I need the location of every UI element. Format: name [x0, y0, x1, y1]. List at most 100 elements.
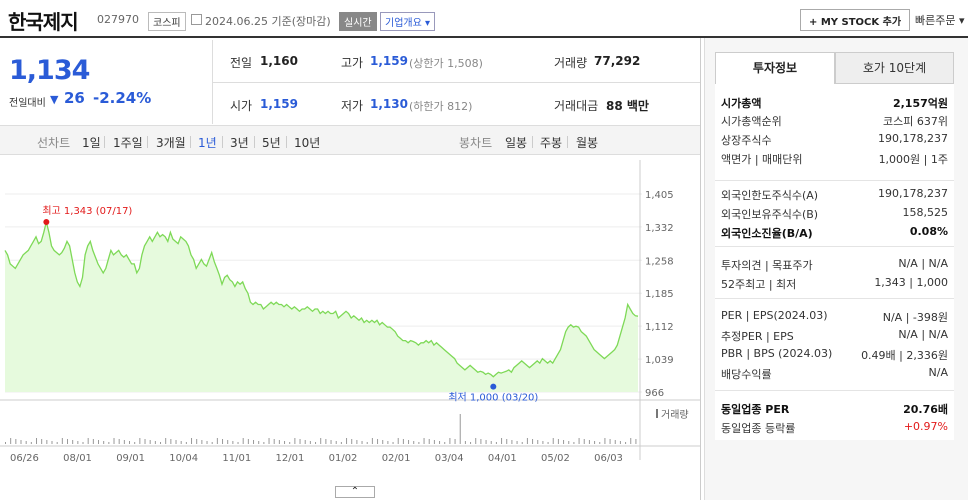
period-3m[interactable]: 3개월: [156, 136, 186, 150]
volume-bar: [191, 438, 193, 444]
volume-bar: [449, 438, 451, 444]
rank-label[interactable]: 시가총액순위: [721, 115, 782, 128]
volume-bar: [129, 441, 131, 444]
volume-bar: [573, 442, 575, 444]
volume-bar: [170, 439, 172, 444]
volume-bar: [428, 439, 430, 444]
volume-bar: [268, 438, 270, 444]
collapse-button[interactable]: ⌃: [335, 486, 375, 498]
volume-bar: [46, 440, 48, 444]
realtime-button[interactable]: 실시간: [339, 12, 377, 31]
volume-bar: [599, 442, 601, 444]
candle-daily[interactable]: 일봉: [505, 136, 528, 150]
volume-bar: [485, 440, 487, 444]
period-10y[interactable]: 10년: [294, 136, 321, 150]
calendar-icon: [191, 14, 202, 25]
sector-change-label[interactable]: 동일업종 등락률: [721, 422, 796, 435]
price-line: [4, 221, 639, 378]
x-tick-label: 06/03: [594, 453, 623, 464]
tab-invest-info[interactable]: 투자정보: [715, 52, 835, 84]
volume-bar: [563, 440, 565, 444]
line-chart-label: 선차트: [37, 136, 71, 150]
foreign-hold-value: 158,525: [902, 206, 949, 219]
open-label: 시가: [230, 99, 253, 113]
volume-bar: [82, 442, 84, 444]
volume-bar: [87, 438, 89, 444]
volume-legend-swatch: [656, 409, 658, 418]
market-cap-section: 시가총액 2,157억원 시가총액순위 코스피 637위 상장주식수 190,178,…: [715, 84, 954, 180]
volume-bar: [108, 442, 110, 444]
volume-bar: [366, 442, 368, 444]
volume-bar: [444, 442, 446, 444]
volume-bar: [325, 439, 327, 444]
period-1w[interactable]: 1주일: [113, 136, 143, 150]
foreign-limit-value: 190,178,237: [878, 187, 948, 200]
divider: [286, 136, 287, 148]
volume-bar: [160, 442, 162, 444]
stock-code: 027970: [97, 13, 139, 26]
volume-bar: [418, 442, 420, 444]
volume-bar: [619, 441, 621, 444]
volume-bar: [433, 440, 435, 444]
volume-bar: [103, 441, 105, 444]
volume-bar: [537, 440, 539, 444]
foreign-hold-label: 외국인보유주식수(B): [721, 208, 819, 221]
volume-bar: [568, 441, 570, 444]
volume-bar: [227, 440, 229, 444]
volume-bar: [67, 439, 69, 444]
y-tick-label: 1,039: [645, 355, 674, 366]
volume-bar: [423, 438, 425, 444]
est-per-value: N/A | N/A: [898, 328, 948, 341]
price-area: [5, 222, 638, 392]
volume-bar: [118, 439, 120, 444]
divider: [567, 136, 568, 148]
period-3y[interactable]: 3년: [230, 136, 249, 150]
volume-bar: [377, 439, 379, 444]
dividend-value: N/A: [928, 366, 948, 379]
tab-order-book[interactable]: 호가 10단계: [835, 52, 954, 84]
period-5y[interactable]: 5년: [262, 136, 281, 150]
per-eps-label: PER | EPS(2024.03): [721, 309, 828, 322]
volume-bar: [630, 438, 632, 444]
volume-bar: [351, 439, 353, 444]
volume-bar: [475, 438, 477, 444]
period-1y[interactable]: 1년: [198, 136, 217, 150]
price-change: 26: [64, 89, 85, 107]
opinion-value: N/A | N/A: [898, 257, 948, 270]
stock-header: 한국제지 027970 코스피 2024.06.25 기준(장마감) 실시간 기…: [0, 0, 968, 38]
volume-bar: [392, 442, 394, 444]
volume-bar: [547, 442, 549, 444]
price-change-percent: -2.24%: [93, 89, 152, 107]
volume-bar: [387, 441, 389, 444]
period-1d[interactable]: 1일: [82, 136, 101, 150]
listed-shares-label: 상장주식수: [721, 134, 772, 147]
add-my-stock-button[interactable]: + MY STOCK 추가: [800, 9, 911, 31]
x-tick-label: 05/02: [541, 453, 570, 464]
volume-bar: [232, 441, 234, 444]
company-name: 한국제지: [8, 10, 79, 34]
price-chart[interactable]: 1,405 1,332 1,258 1,185 1,112 1,039 966 06/26 0…: [0, 160, 700, 500]
volume-bar: [480, 439, 482, 444]
volume-bar: [30, 442, 32, 444]
volume-bar: [356, 440, 358, 444]
volume-bar: [56, 442, 58, 444]
divider: [212, 82, 700, 83]
amount-label: 거래대금: [554, 99, 599, 113]
quick-order-dropdown[interactable]: 빠른주문 ▾: [915, 14, 965, 27]
volume-bar: [273, 439, 275, 444]
candle-weekly[interactable]: 주봉: [540, 136, 563, 150]
lower-limit: (하한가 812): [409, 100, 473, 113]
volume-bar: [61, 438, 63, 444]
company-overview-dropdown[interactable]: 기업개요 ▾: [380, 12, 435, 31]
sector-per-label[interactable]: 동일업종 PER: [721, 403, 790, 416]
candle-monthly[interactable]: 월봉: [576, 136, 599, 150]
prev-close-label: 전일: [230, 56, 253, 70]
volume-bar: [247, 439, 249, 444]
x-tick-label: 03/04: [435, 453, 464, 464]
volume-bar: [237, 442, 239, 444]
y-tick-label: 1,258: [645, 256, 674, 267]
volume-bar: [511, 440, 513, 444]
x-tick-label: 01/02: [329, 453, 358, 464]
volume-bar: [98, 440, 100, 444]
x-tick-label: 11/01: [222, 453, 251, 464]
